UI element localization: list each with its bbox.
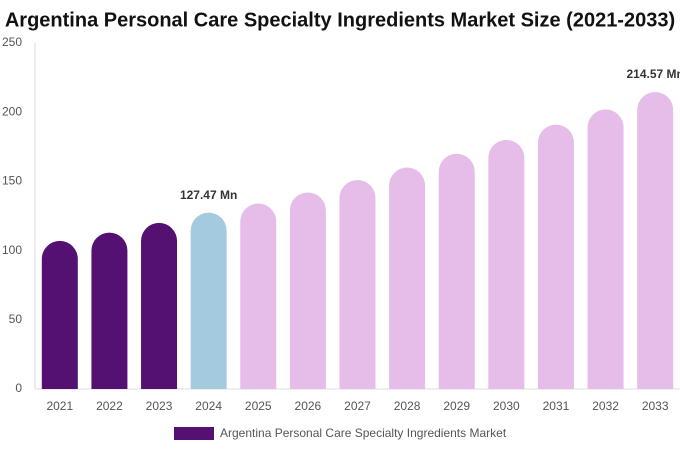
x-tick-label: 2024 [195,399,222,413]
chart-title: Argentina Personal Care Specialty Ingred… [5,9,675,31]
y-tick-label: 250 [2,35,22,49]
bar [190,212,227,389]
bar [41,240,78,389]
bar [587,109,624,389]
x-tick-label: 2023 [146,399,173,413]
x-tick-label: 2030 [493,399,520,413]
legend-swatch [174,427,214,440]
bar [91,232,128,389]
bar [240,203,277,389]
x-tick-label: 2027 [344,399,371,413]
value-label: 127.47 Mn [180,188,237,202]
bar [289,192,326,389]
bar [438,153,475,389]
x-tick-label: 2031 [543,399,570,413]
x-tick-label: 2026 [295,399,322,413]
bar [339,180,376,389]
bar [537,124,574,389]
y-tick-label: 50 [9,312,23,326]
bar [389,167,426,389]
x-tick-label: 2025 [245,399,272,413]
x-tick-label: 2028 [394,399,421,413]
y-tick-label: 150 [2,174,22,188]
bar [488,139,525,389]
y-tick-label: 200 [2,104,22,118]
x-tick-label: 2033 [642,399,669,413]
x-tick-label: 2032 [592,399,619,413]
y-tick-label: 100 [2,243,22,257]
y-tick-label: 0 [15,381,22,395]
x-tick-label: 2029 [443,399,470,413]
bar [141,222,178,389]
bar [637,92,674,389]
legend-label: Argentina Personal Care Specialty Ingred… [220,426,507,440]
value-label: 214.57 Mn [627,67,680,81]
x-tick-label: 2022 [96,399,123,413]
x-tick-label: 2021 [46,399,73,413]
